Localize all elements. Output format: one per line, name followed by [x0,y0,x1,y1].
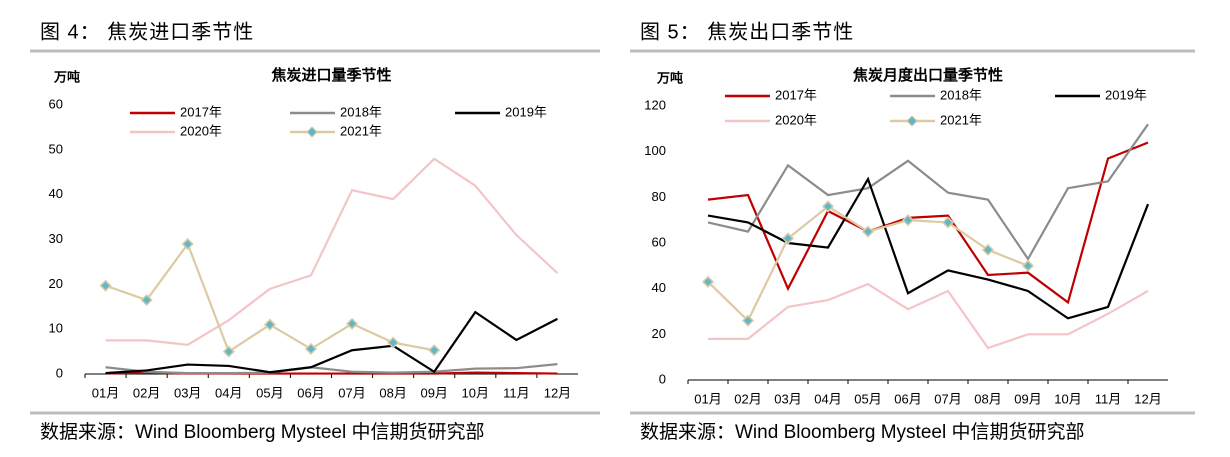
legend-label: 2019年 [505,104,547,119]
x-tick-label: 03月 [174,385,201,400]
y-axis-label: 万吨 [656,70,683,85]
y-tick-label: 20 [49,276,63,291]
legend-marker [306,126,318,138]
y-tick-label: 10 [49,321,63,336]
series-marker [345,317,359,330]
series-marker [181,237,194,251]
x-tick-label: 05月 [854,391,881,406]
x-tick-label: 12月 [1134,391,1161,406]
series-marker [428,344,441,357]
x-tick-label: 03月 [774,391,801,406]
y-tick-label: 40 [49,186,63,201]
series-marker [304,342,318,355]
series-line [707,176,1150,320]
y-tick-label: 80 [652,189,666,204]
figure-caption: 图 5： 焦炭出口季节性 [640,20,854,43]
y-axis-label: 万吨 [53,69,80,84]
x-tick-label: 11月 [503,385,530,400]
series-marker [387,336,400,349]
x-tick-label: 12月 [544,385,571,400]
figure-source: 数据来源：Wind Bloomberg Mysteel 中信期货研究部 [640,421,1084,443]
series-marker [781,232,795,245]
legend-label: 2020年 [775,112,817,127]
x-tick-label: 05月 [256,385,283,400]
y-tick-label: 50 [49,141,63,156]
series-marker [140,293,153,307]
series-marker [99,279,112,292]
y-tick-label: 100 [644,143,666,158]
y-tick-label: 0 [56,365,63,380]
legend-label: 2018年 [940,87,982,102]
series-line [105,310,558,375]
series-marker [741,314,755,327]
x-tick-label: 06月 [297,385,324,400]
y-tick-label: 40 [652,280,666,295]
x-tick-label: 11月 [1095,391,1122,406]
x-tick-label: 07月 [934,391,961,406]
figure-source: 数据来源：Wind Bloomberg Mysteel 中信期货研究部 [40,421,484,443]
x-tick-label: 01月 [92,385,119,400]
x-tick-label: 07月 [338,385,365,400]
x-tick-label: 01月 [694,391,721,406]
x-tick-label: 04月 [215,385,242,400]
x-tick-label: 10月 [462,385,489,400]
legend-label: 2021年 [940,112,982,127]
series-marker [222,345,235,358]
series-line [707,141,1149,305]
x-tick-label: 08月 [379,385,406,400]
series-marker [861,225,875,238]
series-line [105,363,558,375]
x-tick-label: 10月 [1054,391,1081,406]
legend-label: 2019年 [1105,87,1147,102]
y-tick-label: 60 [652,234,666,249]
series-line [105,157,559,346]
y-tick-label: 30 [49,231,63,246]
series-marker [263,318,276,331]
x-tick-label: 09月 [420,385,447,400]
figure-caption: 图 4： 焦炭进口季节性 [40,20,254,43]
chart-title: 焦炭月度出口量季节性 [852,66,1003,84]
chart-title: 焦炭进口量季节性 [270,66,391,84]
series-marker [901,214,915,227]
series-marker [701,275,715,288]
series-line [707,123,1149,262]
series-marker [821,200,835,213]
y-tick-label: 0 [659,371,666,386]
legend-marker [906,115,918,127]
series-line [105,241,435,354]
series-marker [981,243,995,256]
y-tick-label: 20 [652,326,666,341]
legend-label: 2021年 [340,123,382,138]
legend-label: 2017年 [775,87,817,102]
x-tick-label: 06月 [894,391,921,406]
x-tick-label: 04月 [814,391,841,406]
y-tick-label: 120 [644,97,666,112]
y-tick-label: 60 [49,96,63,111]
x-tick-label: 08月 [974,391,1001,406]
x-tick-label: 02月 [734,391,761,406]
legend-label: 2020年 [180,123,222,138]
legend-label: 2018年 [340,104,382,119]
legend-label: 2017年 [180,104,222,119]
series-marker [1021,259,1035,272]
series-marker [941,216,955,229]
x-tick-label: 02月 [133,385,160,400]
series-line [708,282,1149,350]
x-tick-label: 09月 [1014,391,1041,406]
